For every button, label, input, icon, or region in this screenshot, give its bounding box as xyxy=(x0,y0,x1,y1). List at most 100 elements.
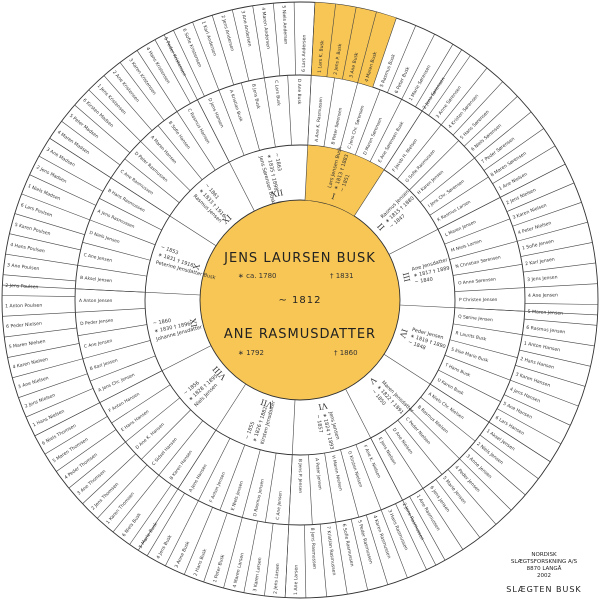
outer-separator xyxy=(21,193,90,221)
outer-separator xyxy=(49,138,112,179)
child-marriage: ∼ 1860 xyxy=(152,318,171,327)
outer-label: 2 Jens Nielsen xyxy=(24,392,56,409)
outer-label: 6 Niels Busk xyxy=(121,512,143,538)
grand-separator xyxy=(158,420,203,476)
grandchild-label: H Maren Nielsen xyxy=(330,455,343,492)
outer-label: 2 Hans Busk xyxy=(193,548,209,577)
grandchild-label: D Peder Jensen xyxy=(80,318,114,328)
grandchild-label: L Maren Jensen xyxy=(444,219,477,238)
grandchild-label: C Rasmus Hansen xyxy=(186,108,211,146)
grandchild-label: D Ane K. Hansen xyxy=(134,422,166,451)
grand-separator xyxy=(141,409,191,460)
outer-label: 1 Ane Nielsen xyxy=(498,171,529,192)
outer-separator xyxy=(146,492,185,556)
outer-label: 4 Jens Hansen xyxy=(509,386,541,404)
grand-separator xyxy=(453,323,523,335)
outer-label: 6 Rasmus Jensen xyxy=(526,325,566,336)
child-roman-numeral: VI xyxy=(317,401,329,412)
grand-separator xyxy=(111,384,171,424)
grandchild-label: C Ane Jensen xyxy=(83,252,113,264)
grandchild-label: K Rasmus Larsen xyxy=(436,199,472,223)
outer-separator xyxy=(500,163,566,198)
grand-separator xyxy=(444,218,510,245)
outer-label: 4 Karen Nielsen xyxy=(12,356,49,370)
outer-separator xyxy=(203,512,228,583)
child-roman-numeral: IV xyxy=(398,328,409,339)
grand-separator xyxy=(110,177,170,217)
outer-separator xyxy=(192,21,220,91)
outer-separator xyxy=(335,522,348,595)
grand-separator xyxy=(324,452,337,523)
child-roman-numeral: III xyxy=(401,272,412,283)
grandchild-label: N Christian Sørensen xyxy=(455,254,502,270)
grandchild-label: H Karen Jensen xyxy=(416,169,445,196)
ring-1 xyxy=(144,144,456,456)
grandchild-label: C Ane Jensen xyxy=(83,338,113,350)
outer-label: 1 Karl Andersen xyxy=(200,20,218,57)
husband-name: JENS LAURSEN BUSK xyxy=(223,251,376,266)
outer-separator xyxy=(5,253,78,266)
outer-label: 2 Jens Sørensen xyxy=(422,76,447,110)
marriage-year: ∼ 1812 xyxy=(278,295,321,306)
outer-label: 2 Jens Larsen xyxy=(272,563,281,594)
outer-label: 1 Jens Kristensen xyxy=(96,83,127,116)
outer-separator xyxy=(350,519,369,591)
grand-separator xyxy=(82,241,151,261)
grand-separator xyxy=(77,324,148,337)
grandchild-label: B Karen Hansen xyxy=(168,449,194,481)
grand-separator xyxy=(288,454,293,525)
grandchild-label: E Niels Jensen xyxy=(230,480,245,511)
outer-separator xyxy=(74,104,131,154)
outer-separator xyxy=(68,441,126,489)
outer-separator xyxy=(523,262,596,273)
outer-separator xyxy=(366,514,389,585)
outer-separator xyxy=(409,496,446,561)
grand-separator xyxy=(287,75,292,146)
outer-label: 1 Niels Madsen xyxy=(27,183,62,202)
outer-separator xyxy=(479,434,539,480)
outer-separator xyxy=(119,62,165,121)
outer-label: 1 Peter Busk xyxy=(212,554,226,584)
outer-label: 3 Ane Thomsen xyxy=(76,469,107,497)
outer-sector-highlight xyxy=(357,11,397,88)
grand-separator xyxy=(429,176,489,216)
outer-separator xyxy=(504,394,571,426)
grand-separator xyxy=(452,263,523,276)
footer-line-2: SLÆGTSFORSKNING A/S xyxy=(511,559,578,565)
grandchild-label: M Niels Larsen xyxy=(450,238,482,254)
outer-label: 2 Niels Jensen xyxy=(475,441,504,466)
grand-separator xyxy=(430,383,490,423)
grand-separator xyxy=(397,420,443,475)
outer-label: 5 Marie Jensen xyxy=(441,475,467,505)
outer-label: 6 Sofie Kristensen xyxy=(181,28,203,69)
outer-separator xyxy=(463,96,518,147)
grandchild-label: D Peter Rasmussen xyxy=(133,151,169,184)
husband-died: † 1831 xyxy=(330,272,354,280)
outer-sector-highlight xyxy=(342,7,377,83)
outer-separator xyxy=(459,458,512,511)
grandchild-label: O Anne Sørensen xyxy=(458,276,497,286)
outer-label: 2 Jens Thomsen xyxy=(90,481,120,511)
publisher-footer: NORDISK SLÆGTSFORSKNING A/S 8870 LANGÅ 2… xyxy=(506,552,580,594)
grandchild-label: B Sofie Hansen xyxy=(167,120,192,151)
outer-label: 6 Lars Andersen xyxy=(301,35,308,72)
outer-separator xyxy=(488,421,551,462)
child-roman-numeral: IX xyxy=(189,317,200,328)
grandchild-label: P Christen Jensen xyxy=(459,297,498,303)
outer-separator xyxy=(440,67,488,125)
grandchild-label: G Kirsten Nielsen xyxy=(346,450,364,488)
grand-separator xyxy=(90,355,156,382)
outer-separator xyxy=(29,174,96,206)
outer-label: 5 Karen Poulsen xyxy=(14,222,51,237)
outer-label: 1 Hans Nielsen xyxy=(32,408,66,428)
child-roman-numeral: XII xyxy=(270,188,284,199)
grandchild-label: A Jens Hansen xyxy=(188,463,209,493)
ring-2 xyxy=(74,74,526,526)
husband-born: ∗ ca. 1780 xyxy=(238,272,277,280)
grand-separator xyxy=(340,449,360,518)
outer-label: 1 Lars K. Busk xyxy=(317,40,326,73)
grand-separator xyxy=(219,444,246,511)
grand-separator xyxy=(176,111,216,171)
grand-separator xyxy=(354,89,381,156)
